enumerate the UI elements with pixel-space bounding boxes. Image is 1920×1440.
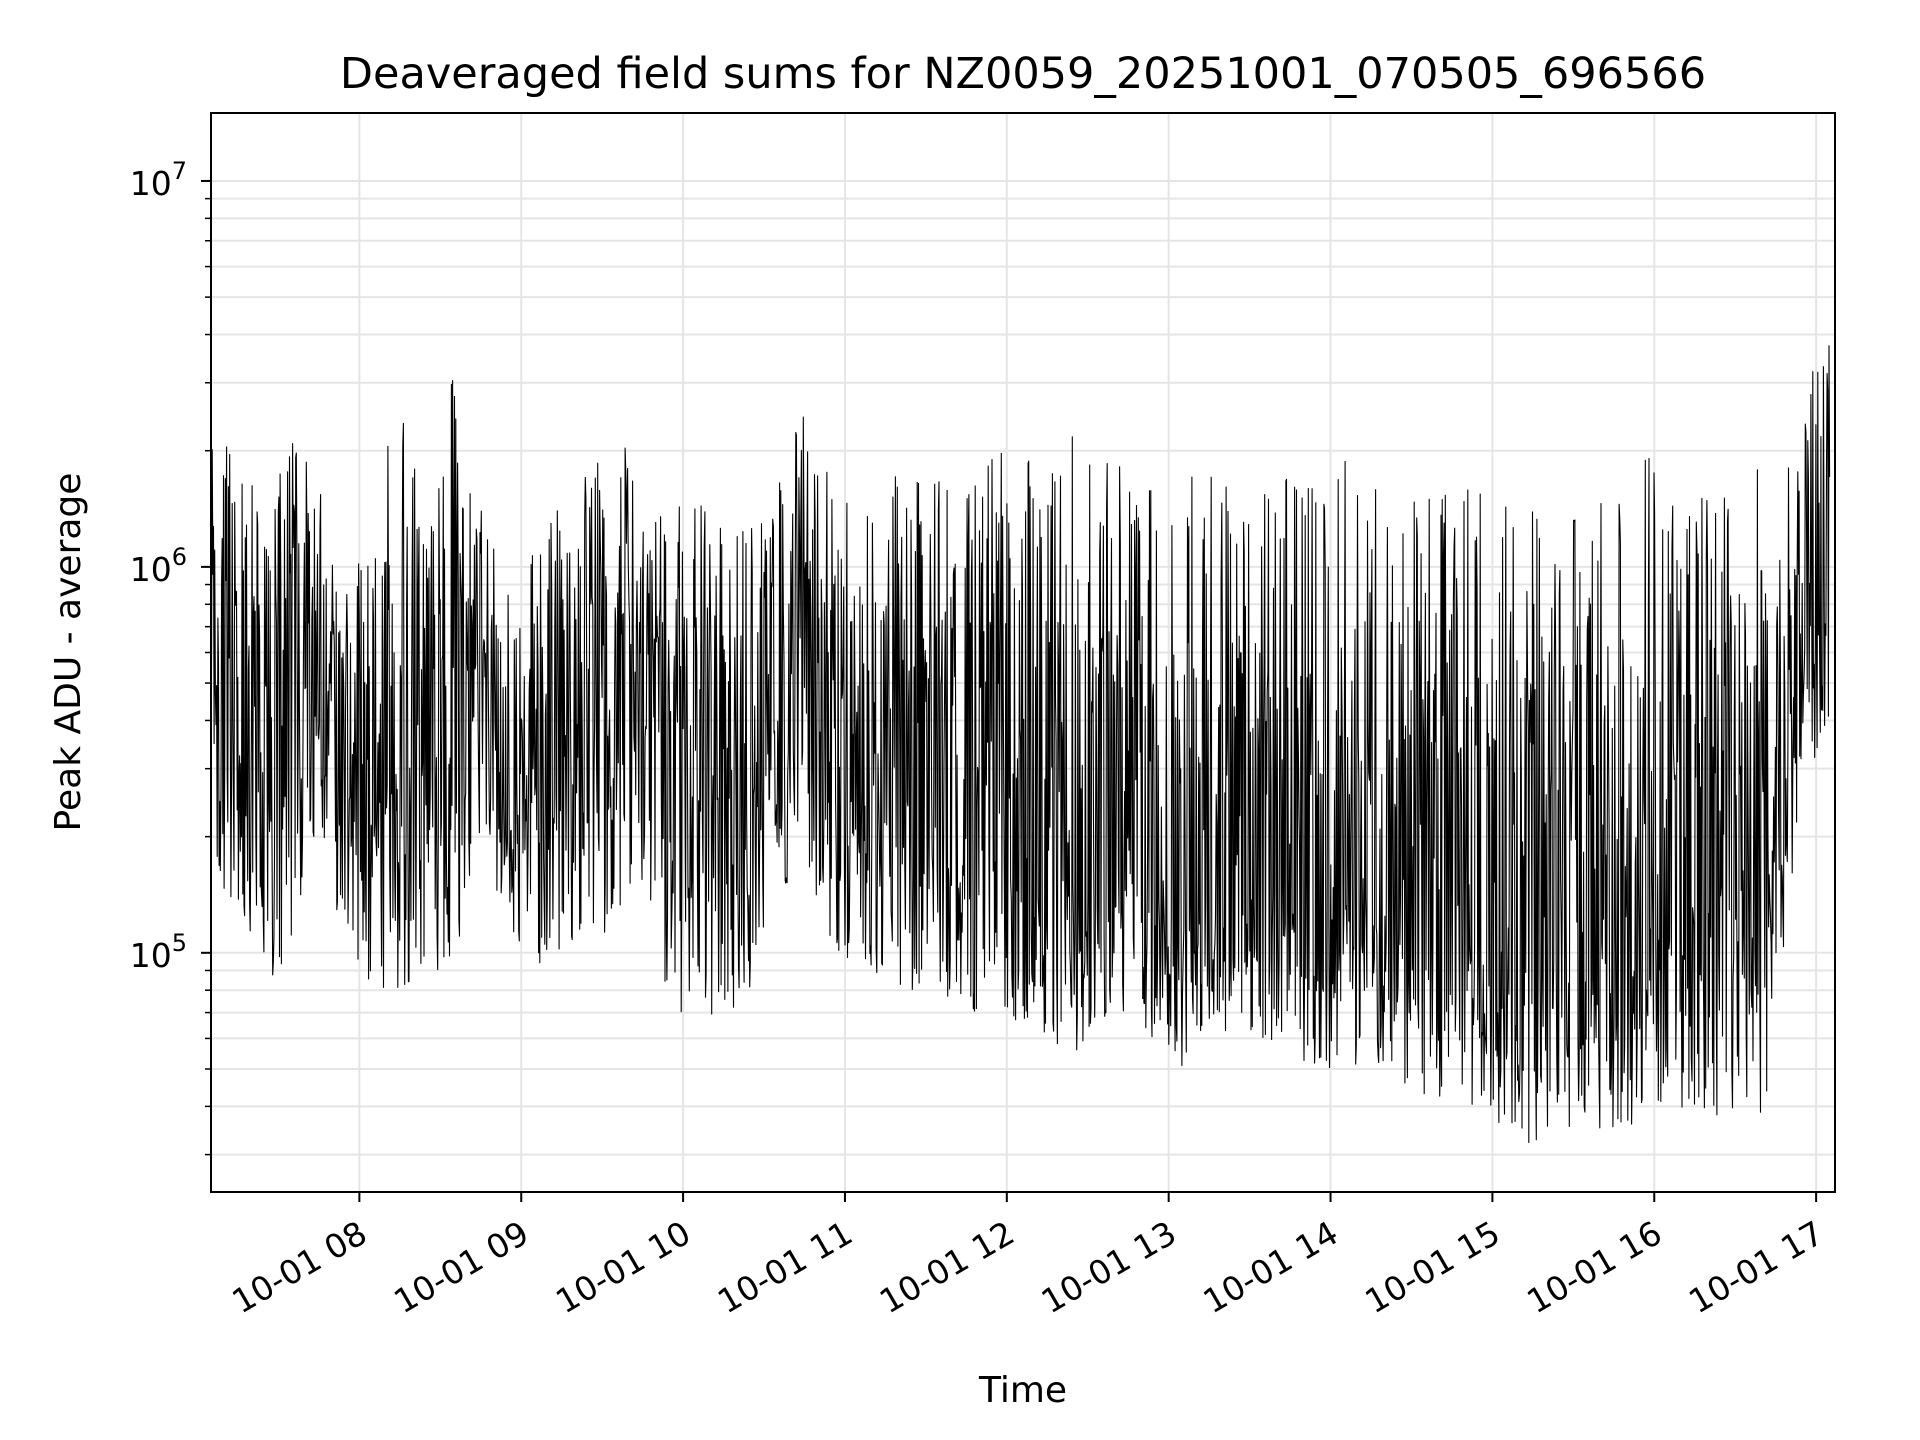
y-tick-base: 10 (130, 550, 172, 589)
plot-area (210, 345, 1831, 1144)
y-axis-label: Peak ADU - average (48, 473, 89, 832)
x-axis-label: Time (978, 1370, 1067, 1411)
series-line (210, 345, 1831, 1144)
y-tick-base: 10 (130, 936, 172, 975)
y-tick-base: 10 (130, 164, 172, 203)
y-tick-exponent: 5 (172, 929, 187, 957)
y-tick-label: 107 (130, 157, 187, 203)
y-tick-exponent: 6 (172, 543, 187, 571)
y-tick-exponent: 7 (172, 157, 187, 185)
y-tick-label: 106 (130, 543, 187, 589)
chart-title: Deaveraged field sums for NZ0059_2025100… (340, 49, 1706, 99)
y-tick-label: 105 (130, 929, 187, 975)
